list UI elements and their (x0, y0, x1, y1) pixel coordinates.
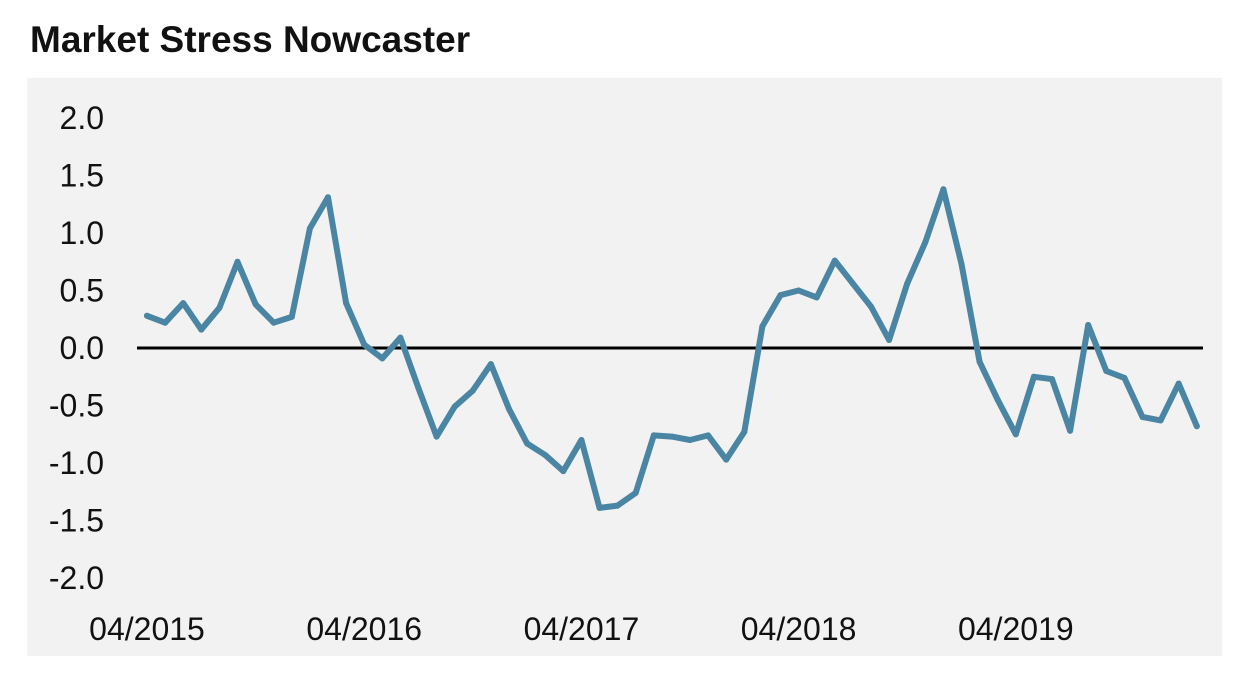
data-point (1012, 431, 1019, 438)
data-point (198, 326, 205, 333)
chart-title: Market Stress Nowcaster (30, 19, 471, 60)
data-point (741, 428, 748, 435)
y-tick-label: 0.0 (60, 330, 104, 366)
data-point (777, 292, 784, 299)
data-point (433, 433, 440, 440)
data-point (542, 452, 549, 458)
data-point (831, 257, 838, 264)
data-point (234, 258, 241, 265)
data-point (1193, 423, 1200, 430)
data-point (524, 440, 531, 447)
data-point (650, 432, 657, 439)
x-tick-label: 04/2016 (306, 611, 422, 647)
data-point (795, 287, 802, 294)
data-point (306, 225, 313, 232)
data-point (1121, 374, 1128, 381)
data-point (288, 313, 295, 320)
data-point (1030, 373, 1037, 380)
data-point (1139, 414, 1146, 420)
data-points (144, 186, 1200, 511)
data-point (976, 358, 983, 365)
x-axis: 04/2015 04/2016 04/2017 04/2018 04/2019 (89, 611, 1073, 647)
data-point (506, 406, 512, 412)
data-point (361, 341, 368, 348)
data-point (451, 403, 458, 410)
y-tick-label: -1.5 (49, 503, 104, 539)
data-point (1067, 427, 1074, 434)
data-point (379, 355, 386, 362)
data-point (270, 319, 277, 326)
data-point (632, 489, 639, 496)
data-point (397, 334, 404, 341)
data-point (578, 437, 585, 443)
x-tick-label: 04/2019 (958, 611, 1074, 647)
y-tick-label: -2.0 (49, 560, 104, 596)
data-point (922, 239, 929, 246)
data-point (415, 385, 422, 392)
data-point (994, 396, 1001, 403)
y-axis: 2.0 1.5 1.0 0.5 0.0 -0.5 -1.0 -1.5 -2.0 (49, 100, 104, 596)
data-point (958, 261, 965, 268)
data-point (1085, 322, 1092, 328)
y-tick-label: -1.0 (49, 445, 104, 481)
data-point (144, 312, 150, 319)
data-point (1049, 376, 1055, 383)
data-point (487, 361, 494, 368)
y-tick-label: 0.5 (60, 273, 104, 309)
data-point (1157, 417, 1164, 424)
data-point (904, 280, 911, 287)
data-point (940, 186, 947, 193)
data-point (813, 294, 820, 301)
data-point (849, 280, 856, 287)
data-point (252, 301, 259, 308)
y-tick-label: 1.5 (60, 158, 104, 194)
data-point (216, 304, 223, 311)
data-point (705, 432, 712, 439)
x-tick-label: 04/2017 (524, 611, 640, 647)
x-tick-label: 04/2015 (89, 611, 205, 647)
data-point (668, 433, 675, 440)
data-point (759, 323, 766, 330)
data-point (596, 504, 603, 511)
data-point (560, 468, 567, 475)
data-point (687, 437, 693, 443)
data-point (469, 387, 476, 394)
y-tick-label: 2.0 (60, 100, 104, 136)
plot-area: 2.0 1.5 1.0 0.5 0.0 -0.5 -1.0 -1.5 -2.0 04/2015 0… (27, 78, 1222, 656)
data-point (162, 319, 169, 326)
data-point (180, 300, 187, 307)
x-tick-label: 04/2018 (741, 611, 857, 647)
data-point (868, 303, 874, 310)
y-tick-label: -0.5 (49, 388, 104, 424)
y-tick-label: 1.0 (60, 215, 104, 251)
line-chart: 2.01.51.00.50.0-0.5-1.0-1.5-2.0 04/2015 0… (49, 100, 1203, 647)
data-point (723, 456, 730, 463)
data-point (886, 337, 893, 343)
data-point (325, 194, 331, 201)
data-point (343, 300, 350, 307)
data-point (614, 502, 621, 509)
data-point (1103, 368, 1110, 374)
data-point (1175, 380, 1182, 387)
